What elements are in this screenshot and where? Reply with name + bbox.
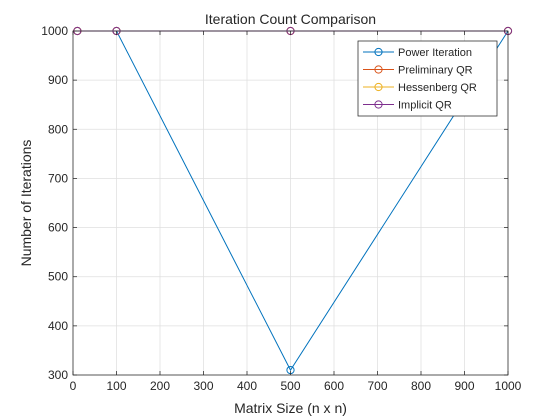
legend-item: Power Iteration — [363, 47, 472, 59]
y-tick-label: 500 — [48, 270, 68, 284]
y-tick-label: 1000 — [41, 24, 68, 38]
y-tick-label: 600 — [48, 221, 68, 235]
legend-marker — [374, 82, 383, 92]
legend-label: Power Iteration — [398, 47, 472, 59]
legend-label: Hessenberg QR — [398, 82, 477, 94]
y-tick-label: 800 — [48, 122, 68, 136]
legend-marker — [374, 65, 383, 74]
tick-labels: 0 100 200 300 400 500 600 700 800 900 1000 300 400 50… — [41, 24, 521, 393]
tick-marks — [72, 30, 509, 376]
legend-label: Preliminary QR — [398, 65, 473, 77]
x-tick-label: 600 — [324, 379, 344, 393]
y-axis-label: Number of Iterations — [18, 140, 34, 267]
legend-box — [357, 40, 498, 117]
x-tick-label: 800 — [411, 379, 431, 393]
x-tick-label: 200 — [150, 379, 170, 393]
legend-marker — [374, 47, 383, 57]
x-tick-label: 500 — [280, 379, 300, 393]
legend-item: Preliminary QR — [363, 65, 473, 77]
y-tick-label: 400 — [48, 319, 68, 333]
y-tick-label: 900 — [48, 73, 68, 87]
legend-item: Implicit QR — [363, 100, 452, 112]
x-tick-label: 900 — [454, 379, 474, 393]
legend: Power Iteration Preliminary QR Hessenberg … — [357, 40, 498, 117]
legend-marker — [374, 100, 383, 109]
x-tick-label: 0 — [70, 379, 77, 393]
y-tick-label: 300 — [48, 368, 68, 382]
y-tick-label: 700 — [48, 171, 68, 185]
chart-title: Iteration Count Comparison — [205, 11, 376, 27]
legend-item: Hessenberg QR — [363, 82, 477, 94]
x-tick-label: 300 — [193, 379, 213, 393]
x-axis-label: Matrix Size (n x n) — [234, 400, 347, 416]
x-tick-label: 1000 — [495, 379, 522, 393]
x-tick-label: 700 — [367, 379, 387, 393]
legend-label: Implicit QR — [398, 100, 452, 112]
x-tick-label: 100 — [106, 379, 126, 393]
x-tick-label: 400 — [237, 379, 257, 393]
